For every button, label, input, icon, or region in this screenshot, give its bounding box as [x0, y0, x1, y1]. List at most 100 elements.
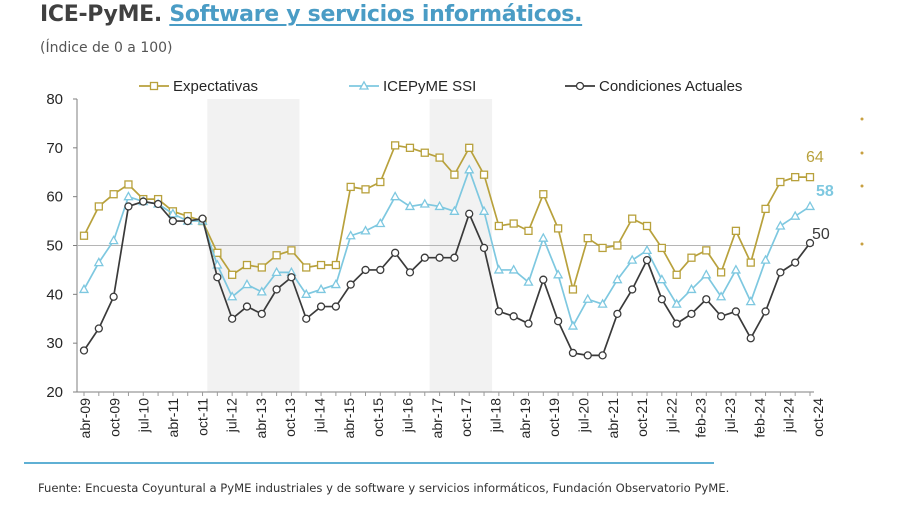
data-point: [404, 200, 416, 211]
data-point: [805, 238, 815, 248]
data-point: [479, 170, 489, 179]
data-point: [702, 246, 711, 255]
data-point: [493, 264, 504, 274]
data-point: [361, 265, 370, 275]
data-point: [316, 302, 326, 311]
data-point: [167, 208, 179, 218]
x-tick-label: jul-23: [722, 398, 738, 433]
x-tick-label: abr-19: [517, 398, 533, 439]
y-tick-label: 70: [46, 140, 63, 157]
data-point: [108, 235, 119, 245]
data-point: [804, 200, 816, 211]
page-title: ICE-PyME. Software y servicios informáti…: [40, 2, 582, 27]
x-tick-label: oct-24: [810, 398, 826, 437]
decor-dot: [860, 184, 864, 188]
data-point: [228, 270, 237, 279]
x-tick-label: oct-17: [458, 398, 474, 437]
data-point: [641, 244, 653, 255]
data-point: [715, 291, 727, 301]
x-tick-label: oct-21: [634, 398, 650, 437]
data-point: [657, 243, 666, 253]
data-point: [716, 312, 726, 321]
data-point: [791, 172, 800, 182]
data-point: [242, 302, 252, 311]
x-tick-label: jul-24: [781, 398, 797, 433]
data-point: [628, 214, 637, 223]
x-tick-label: abr-21: [605, 398, 621, 439]
data-point: [776, 177, 785, 187]
data-point: [242, 260, 252, 270]
data-point: [420, 148, 429, 157]
data-point: [376, 265, 385, 275]
data-point: [465, 209, 474, 218]
data-point: [509, 312, 518, 321]
data-point: [575, 81, 585, 91]
data-point: [449, 205, 460, 215]
data-point: [656, 274, 667, 284]
data-point: [420, 253, 429, 262]
data-point: [686, 283, 697, 294]
data-point: [375, 217, 386, 228]
data-point: [553, 317, 563, 326]
data-point: [568, 348, 578, 358]
data-point: [465, 143, 474, 152]
data-point: [450, 253, 459, 262]
data-point: [434, 200, 445, 211]
data-point: [376, 177, 385, 187]
data-point: [716, 268, 726, 277]
data-point: [153, 199, 163, 209]
source-note: Fuente: Encuesta Coyuntural a PyME indus…: [38, 481, 730, 495]
data-point: [405, 143, 415, 152]
data-point: [257, 309, 266, 319]
x-tick-label: oct-09: [106, 398, 122, 437]
data-point: [302, 314, 311, 323]
data-point: [672, 270, 681, 279]
data-point: [478, 205, 490, 215]
data-point: [257, 263, 266, 272]
divider: [24, 462, 714, 464]
data-point: [538, 232, 549, 242]
data-point: [494, 307, 504, 316]
data-point: [361, 185, 370, 194]
data-point: [241, 279, 253, 289]
data-point: [761, 204, 770, 214]
data-point: [271, 266, 282, 277]
x-tick-label: jul-20: [575, 398, 591, 433]
data-point: [597, 298, 608, 308]
data-point: [553, 269, 564, 279]
data-point: [582, 293, 593, 303]
data-point: [746, 334, 755, 343]
series-condiciones-actuales: [79, 197, 815, 360]
x-tick-label: jul-10: [136, 398, 152, 433]
title-link[interactable]: Software y servicios informáticos.: [169, 2, 583, 27]
data-point: [598, 351, 607, 360]
title-prefix: ICE-PyME.: [40, 2, 162, 27]
x-tick-label: abr-17: [429, 398, 445, 439]
end-value-label: 58: [816, 183, 834, 200]
chart-subtitle: (Índice de 0 a 100): [40, 40, 173, 56]
data-point: [227, 291, 238, 301]
y-tick-label: 40: [46, 286, 63, 303]
data-point: [523, 276, 534, 286]
data-point: [287, 246, 296, 255]
y-tick-label: 60: [46, 189, 63, 206]
data-point: [330, 279, 341, 289]
data-point: [464, 164, 475, 174]
data-point: [331, 302, 341, 311]
data-point: [123, 191, 134, 201]
data-point: [228, 314, 237, 323]
y-tick-label: 80: [46, 91, 63, 108]
data-point: [256, 286, 267, 296]
x-tick-label: feb-23: [693, 398, 709, 438]
data-point: [479, 243, 489, 253]
data-point: [642, 221, 652, 231]
data-point: [509, 219, 518, 228]
data-point: [598, 243, 607, 253]
data-point: [360, 225, 371, 235]
data-point: [539, 275, 548, 284]
data-point: [524, 319, 533, 328]
data-point: [272, 251, 281, 260]
x-tick-label: abr-13: [253, 398, 269, 439]
data-point: [390, 191, 401, 201]
legend-label: Expectativas: [173, 78, 258, 95]
